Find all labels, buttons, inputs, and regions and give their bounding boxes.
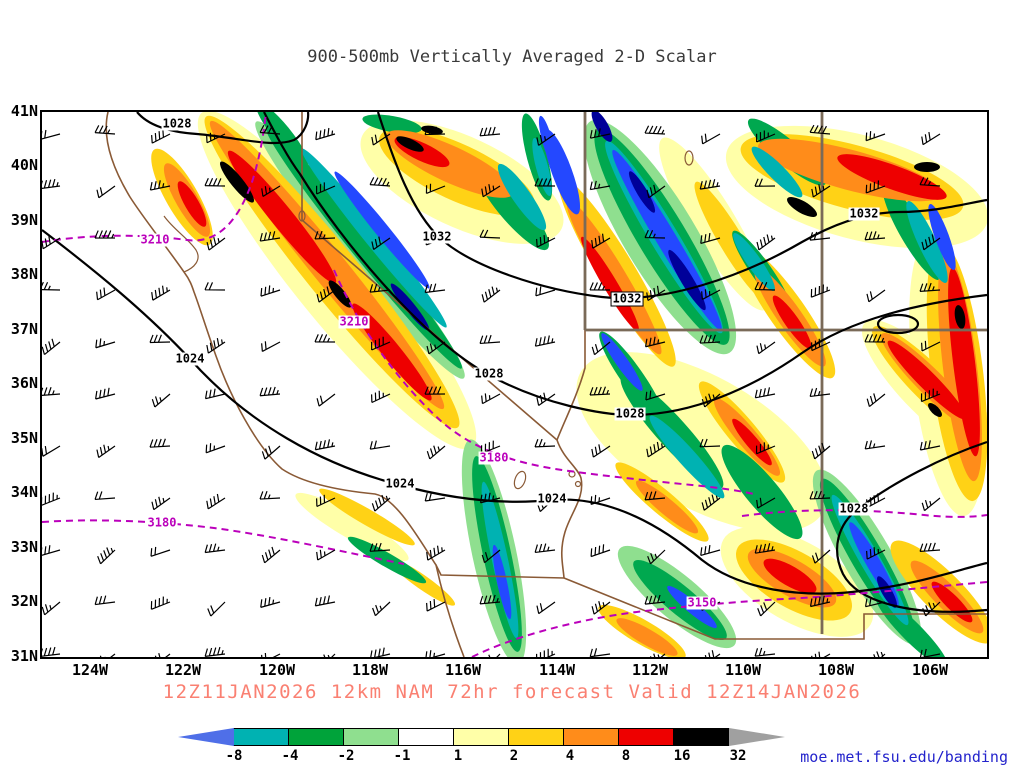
colorbar-segment [563,728,619,746]
lon-label: 114W [538,661,576,679]
colorbar-tick: -2 [337,748,355,764]
colorbar-tick: 8 [621,748,631,764]
colorbar [178,728,785,746]
height-contour-label: 3210 [338,314,370,329]
height-contour-label: 3210 [139,232,171,247]
mslp-contour-label: 1032 [848,206,880,221]
colorbar-tick: 1 [453,748,463,764]
colorbar-left-arrow [178,728,234,746]
lat-label: 35N [10,429,38,447]
mslp-contour-label: 1032 [421,229,453,244]
colorbar-ticks: -8 -4 -2 -1 1 2 4 8 16 32 [178,748,794,764]
colorbar-right-arrow [729,728,785,746]
colorbar-segment [343,728,399,746]
mslp-contour-label: 1028 [161,116,193,131]
colorbar-tick: -8 [225,748,243,764]
website-credit: moe.met.fsu.edu/banding [800,748,1008,766]
lat-label: 39N [10,211,38,229]
colorbar-tick: -1 [393,748,411,764]
mslp-contour-label: 1028 [473,366,505,381]
height-contour-label: 3180 [146,515,178,530]
height-contours [42,112,987,657]
title-line-1: 900-500mb Vertically Averaged 2-D Scalar [307,47,717,67]
forecast-valid-caption: 12Z11JAN2026 12km NAM 72hr forecast Vali… [162,681,862,703]
map-svg [42,112,987,657]
colorbar-segment [398,728,454,746]
mslp-contour-label: 1028 [838,501,870,516]
lat-label: 31N [10,647,38,665]
lat-label: 33N [10,538,38,556]
lon-label: 122W [164,661,202,679]
lat-label: 37N [10,320,38,338]
colorbar-segment [233,728,289,746]
colorbar-segment [618,728,674,746]
lat-label: 41N [10,102,38,120]
colorbar-tick: 2 [509,748,519,764]
lon-label: 120W [258,661,296,679]
colorbar-segment [453,728,509,746]
colorbar-segment [288,728,344,746]
colorbar-tick: 32 [729,748,747,764]
colorbar-segment [673,728,729,746]
lat-label: 38N [10,265,38,283]
wind-barb-layer [42,124,941,657]
colorbar-tick: 16 [673,748,691,764]
mslp-contour-label: 1028 [614,406,646,421]
map-plot-area: 1028 1032 1032 1032 1028 1028 1024 1024 … [40,110,989,659]
lon-label: 116W [444,661,482,679]
mslp-contour-label: 1024 [536,491,568,506]
lat-label: 34N [10,483,38,501]
lon-label: 110W [724,661,762,679]
height-contour-label: 3150 [686,595,718,610]
mslp-contour-label: 1024 [174,351,206,366]
lon-label: 124W [71,661,109,679]
lon-label: 112W [631,661,669,679]
mslp-contour-label: 1024 [384,476,416,491]
lon-label: 106W [911,661,949,679]
lon-label: 108W [817,661,855,679]
height-contour-label: 3180 [478,450,510,465]
lat-label: 40N [10,156,38,174]
mslp-contour-label: 1032 [610,291,644,307]
lat-label: 32N [10,592,38,610]
lat-label: 36N [10,374,38,392]
colorbar-tick: 4 [565,748,575,764]
colorbar-tick: -4 [281,748,299,764]
lon-label: 118W [351,661,389,679]
colorbar-segment [508,728,564,746]
